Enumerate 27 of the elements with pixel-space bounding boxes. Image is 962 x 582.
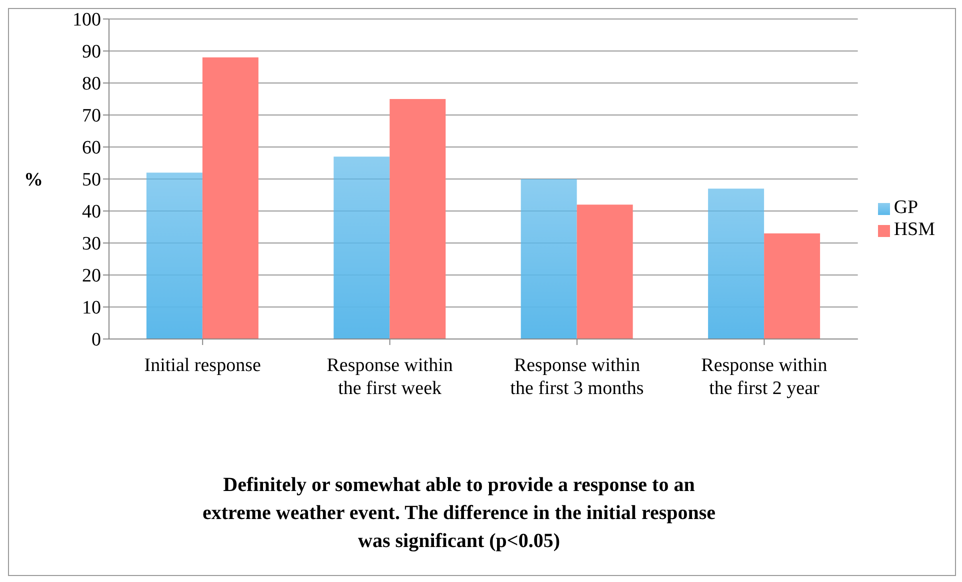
x-tick-label: Initial response <box>144 355 261 376</box>
y-tick-label: 80 <box>82 74 101 95</box>
y-tick-label: 100 <box>72 10 101 31</box>
y-tick-label: 70 <box>82 106 101 127</box>
bar <box>334 156 390 339</box>
y-tick-label: 10 <box>82 298 101 319</box>
y-tick-label: 20 <box>82 266 101 287</box>
y-tick-label: 50 <box>82 170 101 191</box>
bar <box>764 233 820 339</box>
x-tick-label: Response within the first 2 year <box>701 355 828 399</box>
y-tick-label: 60 <box>82 138 101 159</box>
bar <box>576 204 633 339</box>
bar <box>390 99 446 339</box>
y-tick-label: 40 <box>82 202 101 223</box>
legend-label: GP <box>894 197 918 218</box>
y-tick-label: 0 <box>92 330 101 351</box>
x-axis-title: Definitely or somewhat able to provide a response to an extreme weather event. The difference in the initial response was significant (p<0.05) <box>201 473 717 554</box>
x-tick-label: Response within the first 3 months <box>510 355 644 399</box>
y-axis-title: % <box>24 170 43 191</box>
legend-label: HSM <box>894 219 935 240</box>
bar <box>708 188 764 339</box>
bar <box>202 57 258 339</box>
y-tick-label: 30 <box>82 234 101 255</box>
bar <box>520 179 577 339</box>
y-tick-label: 90 <box>82 42 101 63</box>
x-tick-label: Response within the first week <box>326 355 454 399</box>
bar <box>146 172 202 339</box>
